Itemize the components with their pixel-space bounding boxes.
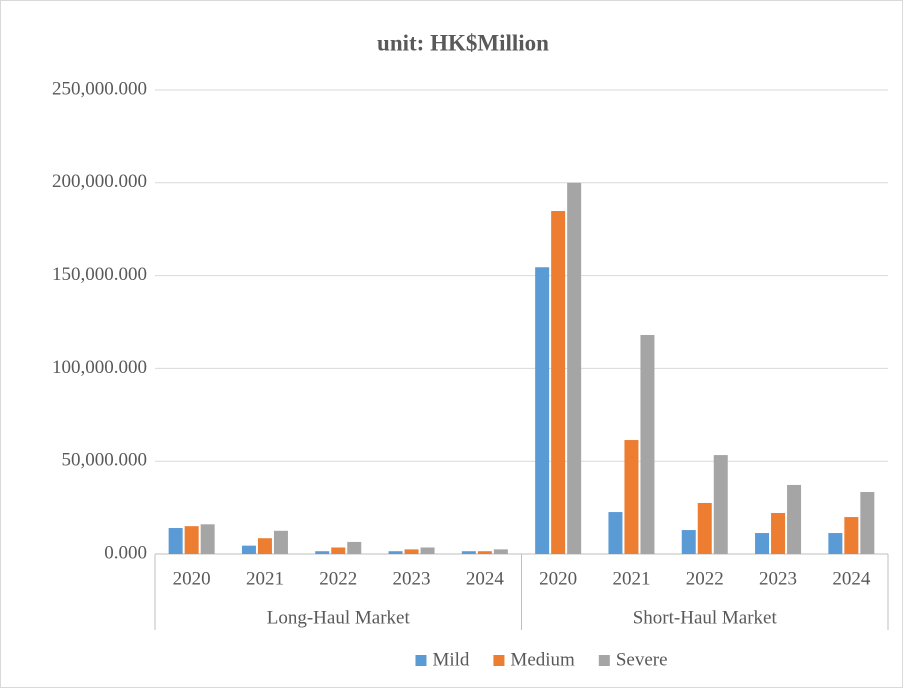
bar xyxy=(184,526,199,554)
bar xyxy=(755,533,770,554)
x-tick-label: 2020 xyxy=(539,568,577,589)
bar xyxy=(241,545,256,554)
bar xyxy=(860,492,875,554)
bar xyxy=(273,530,288,554)
chart-title: unit: HK$Million xyxy=(377,30,549,55)
y-tick-label: 100,000.000 xyxy=(52,357,147,378)
x-tick-label: 2022 xyxy=(319,568,357,589)
bar xyxy=(567,182,582,555)
legend-swatch xyxy=(598,655,610,666)
x-tick-label: 2021 xyxy=(246,568,284,589)
bar xyxy=(315,551,330,554)
legend-label: Mild xyxy=(432,649,469,670)
legend-swatch xyxy=(415,655,427,666)
x-tick-label: 2024 xyxy=(832,568,871,589)
bar xyxy=(624,440,639,554)
x-tick-label: 2024 xyxy=(466,568,505,589)
bar xyxy=(828,533,843,554)
x-tick-label: 2023 xyxy=(759,568,797,589)
bar xyxy=(535,267,550,554)
legend-label: Medium xyxy=(510,649,575,670)
y-tick-label: 0.000 xyxy=(104,542,147,563)
bar xyxy=(713,455,728,554)
bar xyxy=(420,547,435,554)
bar xyxy=(257,538,272,554)
bar xyxy=(697,502,712,554)
y-tick-label: 200,000.000 xyxy=(52,171,147,192)
bar xyxy=(493,549,508,554)
bar xyxy=(787,484,802,554)
legend-label: Severe xyxy=(616,649,668,670)
group-label: Short-Haul Market xyxy=(633,607,778,628)
bar xyxy=(168,528,183,554)
y-tick-label: 150,000.000 xyxy=(52,264,147,285)
bar xyxy=(331,547,346,554)
x-tick-label: 2023 xyxy=(393,568,431,589)
bar xyxy=(388,551,403,554)
bar xyxy=(347,541,362,554)
x-tick-label: 2022 xyxy=(686,568,724,589)
bar xyxy=(640,334,655,554)
bar xyxy=(404,549,419,554)
bar xyxy=(771,512,786,554)
bar xyxy=(551,211,566,554)
bar xyxy=(681,530,696,554)
x-tick-label: 2021 xyxy=(612,568,650,589)
legend-swatch xyxy=(493,655,505,666)
bar xyxy=(608,512,623,554)
bar xyxy=(200,524,215,554)
x-tick-label: 2020 xyxy=(173,568,211,589)
bar xyxy=(461,551,476,554)
y-tick-label: 50,000.000 xyxy=(62,450,148,471)
bar xyxy=(844,517,859,554)
y-tick-label: 250,000.000 xyxy=(52,78,147,99)
bar xyxy=(477,551,492,554)
group-label: Long-Haul Market xyxy=(267,607,411,628)
